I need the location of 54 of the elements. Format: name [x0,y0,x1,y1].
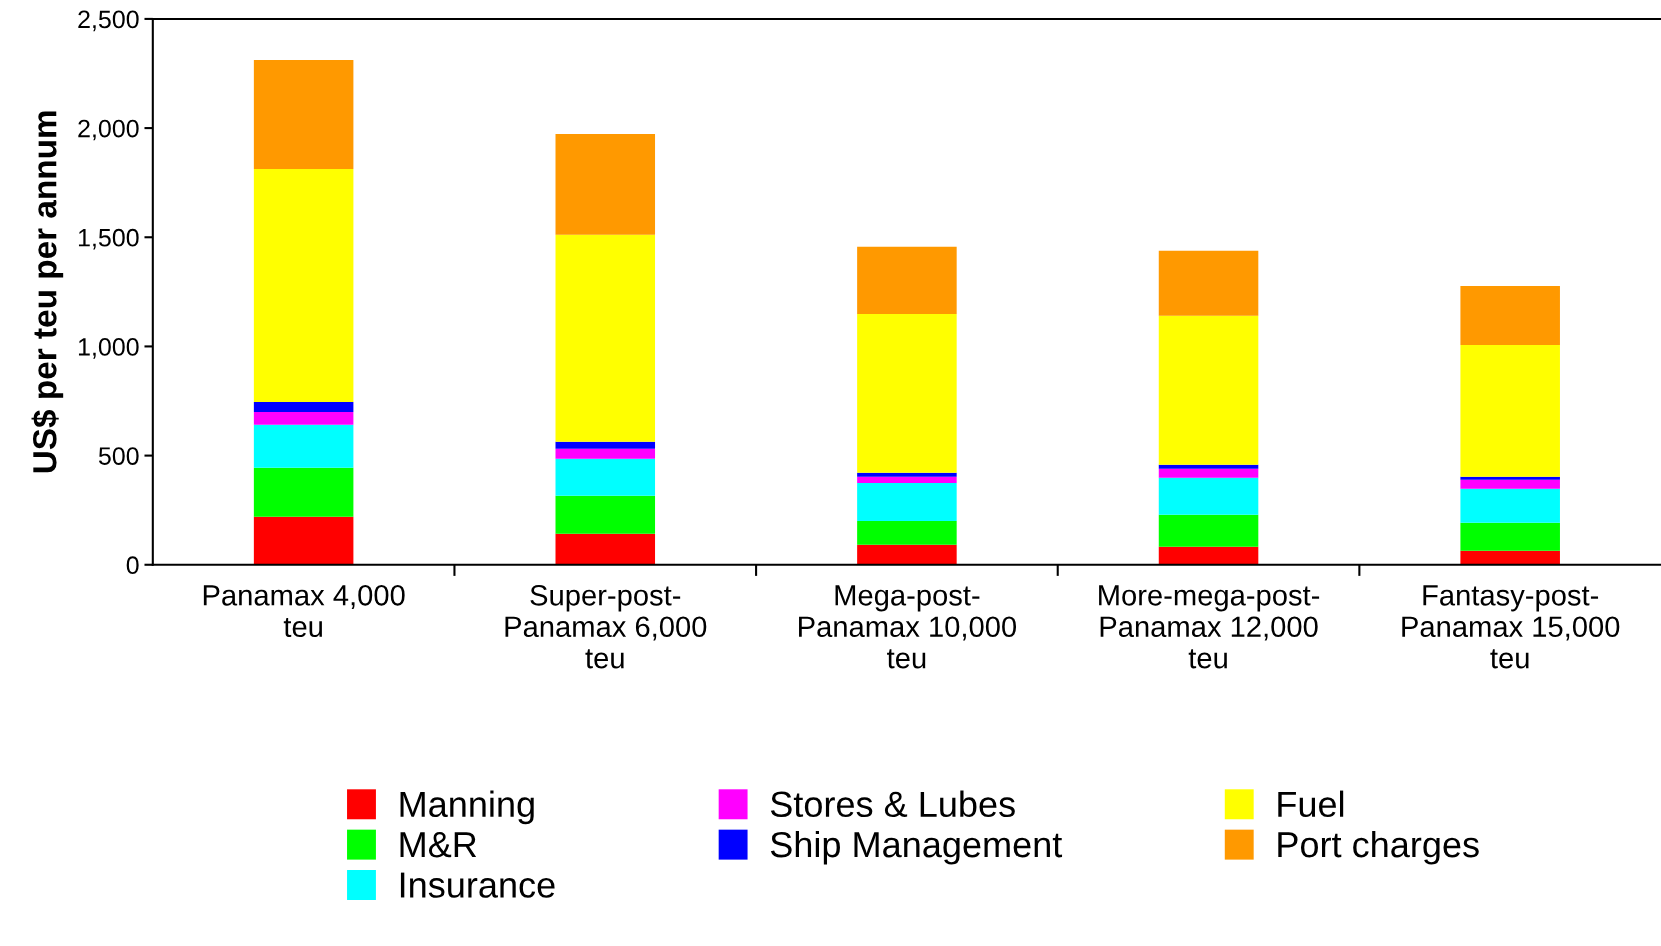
bar [253,516,354,565]
bar [555,448,656,459]
bar [253,424,354,468]
bar [1460,344,1560,477]
bar [1460,550,1560,565]
bar [1460,479,1560,489]
legend-label: Ship Management [770,830,1063,865]
bar [857,246,957,314]
bar [555,533,656,565]
x-tick-label: Mega-post- Panamax 10,000 teu [799,585,1017,669]
bar [857,313,957,473]
bar [253,168,354,402]
bar [857,476,957,483]
bar [253,59,354,169]
legend-label: Fuel [1278,790,1344,818]
bar [857,520,957,545]
legend-label: Port charges [1278,830,1479,865]
bar [555,495,656,534]
legend-label: Manning [400,790,534,825]
bar [555,441,656,449]
x-tick-label: Panamax 4,000 teu [203,584,405,638]
bar [1158,315,1259,465]
legend-label: Insurance [400,872,555,898]
y-tick-label: 500 [98,447,139,465]
bar [1460,285,1560,345]
legend-label: M&R [400,832,477,858]
bar [555,458,656,496]
bar [1460,522,1560,551]
y-tick-label: 2,000 [78,119,139,141]
bar [253,411,354,425]
bar [1460,476,1560,480]
bar [1158,250,1259,316]
bar [857,482,957,521]
bar [1158,546,1259,565]
y-tick-label: 1,500 [78,228,139,250]
bar [1158,464,1259,469]
bar [857,544,957,565]
x-tick-label: Super-post- Panamax 6,000 teu [505,584,707,669]
x-tick-label: More-mega-post- Panamax 12,000 teu [1099,585,1320,669]
bar [1460,488,1560,523]
y-tick-label: 1,000 [78,338,139,359]
bar [253,467,354,517]
legend-label: Stores & Lubes [770,790,1015,818]
y-axis-title: US$ per teu per annum [31,111,64,473]
x-tick-label: Fantasy-post- Panamax 15,000 teu [1402,585,1620,669]
bar [1158,477,1259,515]
bar [555,234,656,442]
bar [1158,514,1259,547]
y-tick-label: 0 [126,556,139,575]
bar [253,401,354,412]
y-tick-label: 2,500 [78,10,139,32]
bar [1158,468,1259,478]
bar [555,133,656,235]
bar [857,472,957,477]
